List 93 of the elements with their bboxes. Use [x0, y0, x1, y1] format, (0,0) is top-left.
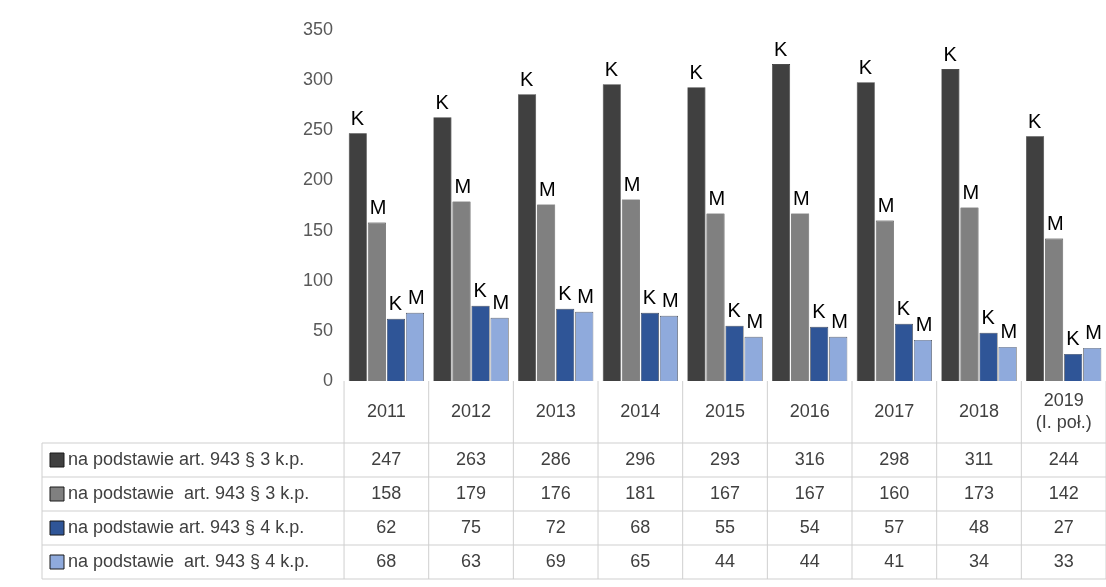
annotation: K [896, 297, 911, 320]
data-label: 173 [963, 482, 995, 503]
data-label: 247 [371, 448, 402, 469]
legend-label: na podstawie art. 943 § 3 k.p. [68, 448, 305, 469]
y-tick-label: 50 [313, 319, 334, 340]
annotation: K [558, 282, 573, 305]
annotation: K [727, 299, 742, 322]
annotation: K [774, 37, 789, 60]
x-tick-label: 2019 (I. poł.) [1035, 389, 1092, 432]
x-tick-label: 2016 [789, 400, 830, 421]
annotation: K [642, 286, 657, 309]
x-tick-label: 2012 [451, 400, 492, 421]
annotation: K [435, 90, 450, 113]
data-label: 48 [968, 516, 990, 537]
data-label: 298 [879, 448, 910, 469]
data-label: 69 [545, 550, 566, 571]
data-label: 158 [371, 482, 402, 503]
x-tick-label: 2018 [958, 400, 1000, 421]
annotation: M [492, 291, 510, 314]
annotation: M [746, 310, 764, 333]
y-tick-label: 250 [302, 119, 334, 140]
data-label: 167 [794, 482, 825, 503]
data-label: 55 [715, 516, 736, 537]
annotation: M [962, 181, 980, 204]
y-tick-label: 350 [302, 18, 334, 39]
annotation: M [623, 173, 641, 195]
annotation: M [1047, 212, 1064, 235]
data-label: 57 [884, 516, 905, 537]
data-label: 63 [461, 550, 482, 571]
y-tick-label: 0 [323, 369, 334, 390]
data-label: 62 [376, 516, 397, 537]
x-tick-label: 2013 [535, 400, 576, 421]
data-label: 293 [709, 448, 741, 469]
x-tick-label: 2014 [620, 400, 661, 421]
data-label: 286 [540, 448, 571, 469]
annotation: M [1000, 320, 1018, 343]
annotation: M [708, 187, 726, 210]
y-tick-label: 300 [302, 69, 334, 90]
data-label: 179 [456, 482, 487, 503]
data-label: 160 [879, 482, 910, 503]
annotation: K [981, 306, 996, 329]
annotation: K [689, 60, 704, 83]
legend-label: na podstawie art. 943 § 3 k.p. [68, 482, 310, 503]
y-tick-label: 100 [302, 269, 334, 290]
y-tick-label: 150 [302, 219, 334, 240]
data-label: 44 [799, 550, 820, 571]
data-label: 68 [376, 550, 397, 571]
annotation: K [350, 106, 365, 129]
legend-label: na podstawie art. 943 § 4 k.p. [68, 550, 310, 571]
annotation: M [369, 196, 387, 219]
annotation: K [388, 292, 403, 315]
annotation: K [1028, 109, 1043, 132]
annotation: M [454, 175, 472, 197]
annotation: K [604, 57, 619, 80]
data-label: 65 [630, 550, 651, 571]
annotation: K [473, 279, 488, 302]
x-tick-label: 2015 [704, 400, 746, 421]
annotation: K [520, 67, 535, 90]
legend-label: na podstawie art. 943 § 4 k.p. [68, 516, 305, 537]
data-label: 167 [709, 482, 741, 503]
data-label: 27 [1053, 516, 1074, 537]
data-label: 296 [625, 448, 656, 469]
data-label: 41 [884, 550, 905, 571]
annotation: M [539, 178, 556, 201]
data-label: 316 [794, 448, 825, 469]
data-label: 263 [456, 448, 487, 469]
data-label: 142 [1048, 482, 1079, 503]
annotation: M [577, 285, 594, 308]
data-label: 33 [1053, 550, 1074, 571]
x-tick-label: 2017 [874, 400, 915, 421]
annotation: M [831, 310, 848, 333]
data-label: 54 [799, 516, 820, 537]
data-label: 68 [630, 516, 651, 537]
data-label: 34 [968, 550, 990, 571]
annotation: K [943, 42, 958, 65]
data-label: 75 [461, 516, 482, 537]
annotation: M [1085, 321, 1102, 344]
annotation: K [812, 300, 827, 323]
annotation: M [877, 194, 895, 217]
data-label: 44 [715, 550, 736, 571]
data-label: 176 [540, 482, 571, 503]
annotation: M [407, 286, 425, 309]
annotation: M [661, 289, 679, 312]
data-label: 72 [545, 516, 566, 537]
y-tick-label: 200 [302, 169, 334, 190]
data-label: 244 [1048, 448, 1079, 469]
annotation: K [858, 55, 873, 78]
data-label: 181 [625, 482, 656, 503]
data-label: 311 [964, 448, 994, 469]
x-tick-label: 2011 [367, 400, 406, 421]
annotation: K [1066, 327, 1081, 350]
annotation: M [915, 313, 933, 336]
annotation: M [793, 187, 810, 210]
